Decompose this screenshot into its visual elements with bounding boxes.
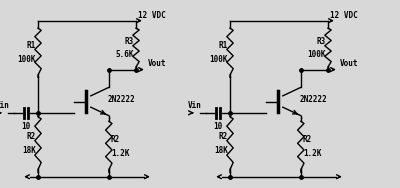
Text: 12 VDC: 12 VDC xyxy=(330,11,358,20)
Text: 10: 10 xyxy=(213,122,223,131)
Text: 1.2K: 1.2K xyxy=(111,149,129,158)
Text: 100K: 100K xyxy=(308,50,326,59)
Text: 1.2K: 1.2K xyxy=(303,149,321,158)
Text: 12 VDC: 12 VDC xyxy=(138,11,166,20)
Text: R2: R2 xyxy=(27,133,36,141)
Text: Vin: Vin xyxy=(0,101,10,110)
Text: 18K: 18K xyxy=(214,146,228,155)
Text: 2N2222: 2N2222 xyxy=(108,95,136,104)
Text: R1: R1 xyxy=(27,41,36,50)
Text: 2N2222: 2N2222 xyxy=(300,95,328,104)
Text: Vout: Vout xyxy=(340,59,358,68)
Text: Vin: Vin xyxy=(188,101,202,110)
Text: 10: 10 xyxy=(21,122,31,131)
Text: 100K: 100K xyxy=(18,55,36,64)
Text: R2: R2 xyxy=(303,135,312,144)
Text: 100K: 100K xyxy=(210,55,228,64)
Text: Vout: Vout xyxy=(148,59,166,68)
Text: R3: R3 xyxy=(125,37,134,46)
Text: R3: R3 xyxy=(317,37,326,46)
Text: 18K: 18K xyxy=(22,146,36,155)
Text: R1: R1 xyxy=(219,41,228,50)
Text: 5.6K: 5.6K xyxy=(116,50,134,59)
Text: R2: R2 xyxy=(219,133,228,141)
Text: R2: R2 xyxy=(111,135,120,144)
